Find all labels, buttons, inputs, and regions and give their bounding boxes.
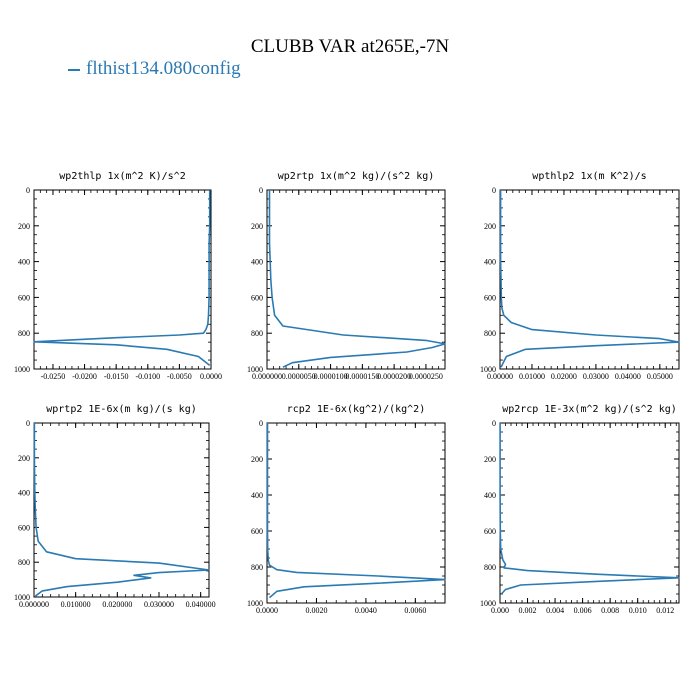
x-tick-label: 0.020000 xyxy=(102,600,132,609)
x-tick-label: 0.05000 xyxy=(647,372,673,381)
x-tick-label: 0.02000 xyxy=(551,372,577,381)
x-tick-label: 0.0060 xyxy=(404,606,426,615)
chart-title: wp2rcp 1E-3x(m^2 kg)/(s^2 kg) xyxy=(502,404,677,415)
y-tick-label: 1000 xyxy=(14,593,30,602)
x-tick-label: -0.0050 xyxy=(167,372,192,381)
x-tick-label: 0.030000 xyxy=(144,600,174,609)
chart-panel-1: wp2thlp 1x(m^2 K)/s^2 0 200 400 600 800 1000 -0… xyxy=(14,171,222,381)
x-tick-label: 0.03000 xyxy=(583,372,609,381)
y-tick-label: 200 xyxy=(484,455,496,464)
x-tick-label: -0.0150 xyxy=(104,372,129,381)
x-tick-label: -0.0200 xyxy=(72,372,97,381)
plot-frame xyxy=(266,189,446,370)
y-tick-label: 800 xyxy=(18,558,30,567)
chart-title: rcp2 1E-6x(kg^2)/(kg^2) xyxy=(287,404,425,415)
y-tick-label: 400 xyxy=(484,258,496,267)
legend: flthist134.080config xyxy=(68,58,241,80)
y-tick-label: 200 xyxy=(251,222,263,231)
y-tick-label: 200 xyxy=(251,455,263,464)
y-tick-label: 600 xyxy=(484,293,496,302)
chart-title: wp2thlp 1x(m^2 K)/s^2 xyxy=(59,171,185,182)
y-tick-label: 0 xyxy=(492,419,496,428)
x-tick-label: -0.0100 xyxy=(135,372,160,381)
x-tick-label: 0.000000 xyxy=(252,372,282,381)
x-tick-label: 0.0000250 xyxy=(409,372,443,381)
x-tick-label: 0.0040 xyxy=(355,606,377,615)
plot-frame xyxy=(266,422,446,604)
y-tick-label: 0 xyxy=(259,419,263,428)
x-tick-label: 0.0000100 xyxy=(314,372,348,381)
x-tick-label: 0.0000 xyxy=(256,606,278,615)
x-tick-label: -0.0250 xyxy=(41,372,66,381)
x-tick-label: 0.040000 xyxy=(186,600,216,609)
y-tick-label: 200 xyxy=(18,454,30,463)
y-tick-label: 0 xyxy=(26,419,30,428)
profile-line xyxy=(499,423,680,595)
chart-panel-2: wp2rtp 1x(m^2 kg)/(s^2 kg) 0 200 400 600 800 1… xyxy=(247,171,446,381)
y-tick-label: 400 xyxy=(251,491,263,500)
chart-panel-4: wprtp2 1E-6x(m kg)/(s kg) 0 200 400 600 800 10… xyxy=(14,404,216,609)
chart-panel-3: wpthlp2 1x(m K^2)/s 0 200 400 600 800 10000.00… xyxy=(480,171,680,381)
profile-line xyxy=(33,190,211,367)
y-tick-label: 400 xyxy=(251,258,263,267)
chart-title: wp2rtp 1x(m^2 kg)/(s^2 kg) xyxy=(278,171,435,182)
profile-line xyxy=(499,190,680,368)
y-tick-label: 1000 xyxy=(247,365,263,374)
x-tick-label: 0.0000050 xyxy=(282,372,316,381)
x-tick-label: 0.04000 xyxy=(615,372,641,381)
x-tick-label: 0.0000200 xyxy=(377,372,411,381)
y-tick-label: 600 xyxy=(18,523,30,532)
y-tick-label: 0 xyxy=(492,186,496,195)
chart-title: wprtp2 1E-6x(m kg)/(s kg) xyxy=(46,404,197,415)
y-tick-label: 800 xyxy=(484,563,496,572)
page-title: CLUBB VAR at265E,-7N xyxy=(250,36,450,57)
y-tick-label: 800 xyxy=(251,563,263,572)
y-tick-label: 200 xyxy=(18,222,30,231)
legend-label: flthist134.080config xyxy=(86,58,241,79)
x-tick-label: 0.010000 xyxy=(61,600,91,609)
x-tick-label: 0.006 xyxy=(574,606,592,615)
y-tick-label: 1000 xyxy=(247,599,263,608)
x-tick-label: 0.000000 xyxy=(19,600,49,609)
x-tick-label: 0.00000 xyxy=(487,372,513,381)
y-tick-label: 0 xyxy=(26,186,30,195)
profile-line xyxy=(268,190,446,368)
profile-line xyxy=(33,423,210,597)
y-tick-label: 0 xyxy=(259,186,263,195)
y-tick-label: 800 xyxy=(18,329,30,338)
x-tick-label: 0.010 xyxy=(629,606,647,615)
y-tick-label: 600 xyxy=(484,527,496,536)
chart-panel-5: rcp2 1E-6x(kg^2)/(kg^2) 0 200 400 600 800 1000… xyxy=(247,404,446,615)
x-tick-label: 0.01000 xyxy=(519,372,545,381)
y-tick-label: 600 xyxy=(18,293,30,302)
y-tick-label: 1000 xyxy=(14,365,30,374)
x-tick-label: 0.0000150 xyxy=(345,372,379,381)
y-tick-label: 600 xyxy=(251,293,263,302)
y-tick-label: 200 xyxy=(484,222,496,231)
x-tick-label: 0.0000 xyxy=(200,372,222,381)
chart-title: wpthlp2 1x(m K^2)/s xyxy=(532,171,646,182)
x-tick-label: 0.012 xyxy=(656,606,674,615)
y-tick-label: 1000 xyxy=(480,365,496,374)
x-tick-label: 0.002 xyxy=(519,606,537,615)
y-tick-label: 800 xyxy=(251,329,263,338)
y-tick-label: 400 xyxy=(18,489,30,498)
profile-line xyxy=(266,423,446,599)
plot-frame xyxy=(499,189,680,370)
y-tick-label: 1000 xyxy=(480,599,496,608)
y-tick-label: 600 xyxy=(251,527,263,536)
y-tick-label: 400 xyxy=(18,258,30,267)
x-tick-label: 0.0020 xyxy=(305,606,327,615)
chart-panel-6: wp2rcp 1E-3x(m^2 kg)/(s^2 kg) 0 200 400 600 8… xyxy=(480,404,680,615)
y-tick-label: 800 xyxy=(484,329,496,338)
y-tick-label: 400 xyxy=(484,491,496,500)
legend-line-swatch xyxy=(68,68,80,71)
x-tick-label: 0.000 xyxy=(491,606,509,615)
x-tick-label: 0.004 xyxy=(546,606,564,615)
x-tick-label: 0.008 xyxy=(601,606,619,615)
